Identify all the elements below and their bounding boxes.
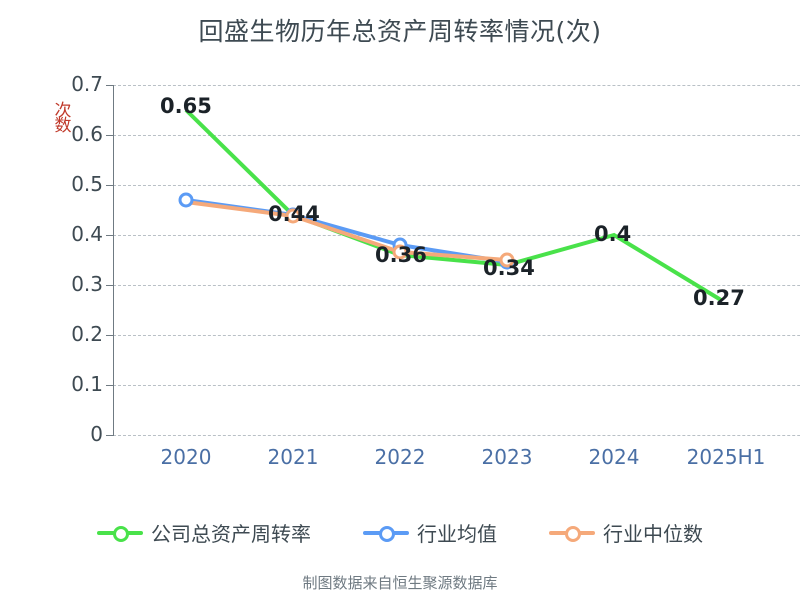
- data-label: 0.65: [160, 94, 212, 118]
- series-line-company: [184, 108, 723, 302]
- series-point-industry-median: [285, 208, 301, 224]
- y-tick-text: 0.4: [71, 222, 103, 246]
- y-tick-text: 0.1: [71, 372, 103, 396]
- series-point-industry-mean: [178, 192, 194, 208]
- y-tick-text: 0.5: [71, 172, 103, 196]
- y-tick-mark: [106, 185, 113, 186]
- series-point-industry-median: [499, 252, 515, 268]
- data-label: 0.4: [594, 222, 632, 246]
- plot-area: [113, 85, 800, 436]
- y-tick-text: 0.6: [71, 122, 103, 146]
- y-tick-mark: [106, 285, 113, 286]
- x-tick-label: 2025H1: [686, 445, 766, 469]
- chart-legend: 公司总资产周转率 行业均值 行业中位数: [0, 518, 800, 547]
- y-axis-line: [113, 85, 114, 436]
- y-tick-text: 0.3: [71, 272, 103, 296]
- gridline: [113, 285, 800, 286]
- chart-title: 回盛生物历年总资产周转率情况(次): [198, 17, 602, 46]
- data-label: 0.27: [693, 286, 745, 310]
- y-tick-mark: [106, 335, 113, 336]
- gridline: [113, 185, 800, 186]
- y-tick-mark: [106, 135, 113, 136]
- y-tick-text: 0: [90, 422, 103, 446]
- x-tick-label: 2021: [267, 445, 319, 469]
- gridline: [113, 235, 800, 236]
- y-axis-title: 次数: [54, 101, 72, 136]
- gridline: [113, 85, 800, 86]
- data-label: 0.44: [268, 202, 320, 226]
- y-tick-text: 0.7: [71, 72, 103, 96]
- legend-label-industry-median: 行业中位数: [603, 522, 703, 546]
- legend-item-industry-mean[interactable]: 行业均值: [363, 518, 497, 547]
- y-tick-mark: [106, 85, 113, 86]
- gridline: [113, 335, 800, 336]
- x-tick-label: 2022: [374, 445, 426, 469]
- gridline: [113, 385, 800, 386]
- data-label: 0.34: [483, 256, 535, 280]
- gridline: [113, 135, 800, 136]
- y-tick-mark: [106, 385, 113, 386]
- chart-footnote: 制图数据来自恒生聚源数据库: [302, 574, 498, 592]
- legend-item-company[interactable]: 公司总资产周转率: [97, 518, 311, 547]
- legend-label-industry-mean: 行业均值: [417, 522, 497, 546]
- series-line-industry-median: [185, 200, 508, 262]
- series-point-industry-median: [392, 244, 408, 260]
- x-tick-label: 2020: [160, 445, 212, 469]
- x-tick-label: 2024: [588, 445, 640, 469]
- legend-label-company: 公司总资产周转率: [151, 522, 311, 546]
- y-tick-mark: [106, 435, 113, 436]
- y-tick-mark: [106, 235, 113, 236]
- x-tick-label: 2023: [481, 445, 533, 469]
- y-tick-text: 0.2: [71, 322, 103, 346]
- legend-item-industry-median[interactable]: 行业中位数: [549, 518, 703, 547]
- data-label: 0.36: [375, 243, 427, 267]
- gridline: [113, 435, 800, 436]
